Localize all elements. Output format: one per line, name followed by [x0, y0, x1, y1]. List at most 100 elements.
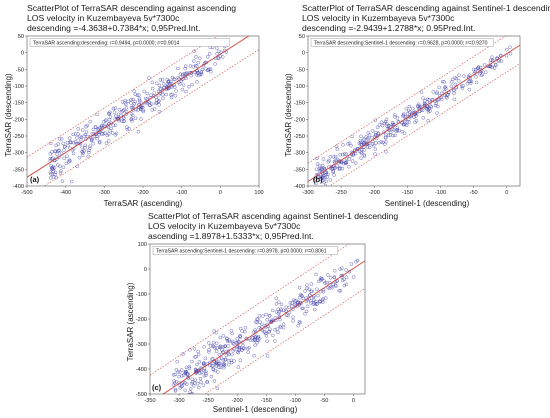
panel-c-point: [341, 278, 345, 283]
panel-a-point: [50, 150, 54, 154]
panel-a-point: [56, 163, 60, 167]
panel-b-point: [416, 102, 421, 106]
panel-c-point: [245, 346, 250, 351]
panel-b-point: [461, 84, 465, 88]
panel-c-point: [206, 341, 211, 345]
panel-b-point: [483, 70, 488, 74]
panel-a-point: [145, 101, 149, 105]
panel-c-point: [270, 318, 274, 322]
panel-b-point: [371, 144, 376, 148]
panel-a-point: [61, 141, 65, 146]
panel-a-point: [184, 89, 188, 94]
panel-b-point: [505, 47, 509, 52]
panel-b-y-tick-label: -200: [294, 117, 305, 123]
panel-a-point: [157, 83, 162, 88]
panel-a-point: [155, 98, 159, 102]
panel-a-point: [86, 154, 90, 159]
panel-c-point: [338, 267, 342, 272]
panel-a-point: [136, 129, 141, 134]
panel-b-point: [362, 137, 366, 141]
panel-b-point: [320, 163, 325, 168]
panel-b-point: [471, 67, 476, 72]
panel-b-point: [419, 90, 424, 94]
panel-b-point: [314, 167, 319, 172]
panel-a-point: [158, 78, 163, 82]
panel-b-y-tick-label: -250: [294, 134, 305, 140]
panel-c-point: [184, 365, 189, 370]
panel-b-point: [373, 118, 377, 122]
panel-a-point: [165, 77, 169, 82]
panel-c-point: [202, 374, 207, 378]
panel-a-point: [197, 73, 201, 78]
panel-c-point: [183, 388, 187, 393]
panel-c-point: [326, 273, 330, 277]
panel-c-point: [218, 365, 223, 369]
panel-c-point: [337, 288, 341, 293]
panel-a-y-axis-label: TerraSAR (descending): [4, 73, 13, 156]
panel-b-point: [350, 159, 355, 163]
panel-b-point: [421, 116, 426, 120]
panel-b-point: [489, 58, 493, 62]
panel-c-y-tick-label: -500: [136, 392, 147, 398]
panel-c-point: [215, 386, 220, 391]
panel-c-point: [172, 381, 177, 385]
panel-b-point: [395, 125, 400, 130]
panel-c-point: [208, 344, 213, 348]
panel-c-point: [175, 359, 179, 364]
panel-a-point: [62, 156, 66, 161]
panel-c-stats-text: TerraSAR ascending:Sentinel-1 descending…: [156, 248, 327, 254]
panel-a-point: [120, 119, 124, 123]
panel-c-point: [238, 358, 242, 363]
panel-b-point: [373, 152, 377, 156]
panel-b-point: [460, 86, 465, 90]
panel-c-point: [338, 289, 343, 293]
panel-a-point: [110, 131, 115, 135]
panel-b-point: [379, 120, 384, 124]
panel-b-point: [445, 93, 449, 97]
panel-b-point: [338, 152, 342, 157]
panel-b-point: [374, 141, 378, 145]
panel-c-point: [188, 387, 193, 391]
panel-a-x-tick-label: -400: [60, 190, 71, 196]
panel-c-x-tick-label: -50: [320, 398, 328, 404]
panel-b-point: [313, 177, 318, 181]
panel-c-point: [215, 346, 219, 350]
panel-a-point: [82, 149, 86, 153]
panel-a-point: [76, 127, 80, 131]
panel-a-point: [142, 89, 146, 94]
panel-b-point: [409, 113, 414, 117]
panel-c-points: [171, 258, 360, 394]
panel-c-point: [255, 338, 260, 342]
panel-c-point: [275, 327, 280, 331]
panel-b-point: [508, 45, 512, 49]
panel-c-point: [231, 349, 236, 353]
panel-a-point: [183, 66, 187, 71]
panel-c-point: [218, 335, 223, 340]
panel-c-point: [207, 348, 211, 352]
panel-b-point: [321, 173, 325, 178]
panel-c-point: [291, 319, 295, 323]
panel-c-x-tick-label: 0: [352, 398, 355, 404]
panel-b-point: [437, 85, 441, 90]
panel-a-point: [195, 73, 199, 77]
panel-c-point: [326, 285, 330, 290]
panel-a-point: [59, 169, 63, 173]
panel-c-point: [183, 381, 187, 385]
panel-c-point: [187, 366, 192, 371]
panel-c-point: [308, 293, 312, 297]
panel-b-point: [474, 80, 479, 85]
panel-a-point: [192, 49, 197, 53]
panel-a-point: [183, 64, 188, 68]
panel-a-point: [196, 60, 200, 65]
panel-b-point: [341, 152, 345, 157]
panel-a-point: [108, 110, 112, 115]
panel-c-point: [173, 389, 178, 393]
panel-b-point: [357, 149, 362, 154]
panel-a-point: [189, 71, 193, 75]
panel-a-point: [209, 70, 213, 74]
panel-c-point: [235, 350, 240, 354]
panel-a-point: [49, 172, 53, 176]
panel-a-point: [196, 70, 200, 75]
panel-a-point: [190, 82, 194, 87]
panel-a-point: [168, 79, 173, 84]
